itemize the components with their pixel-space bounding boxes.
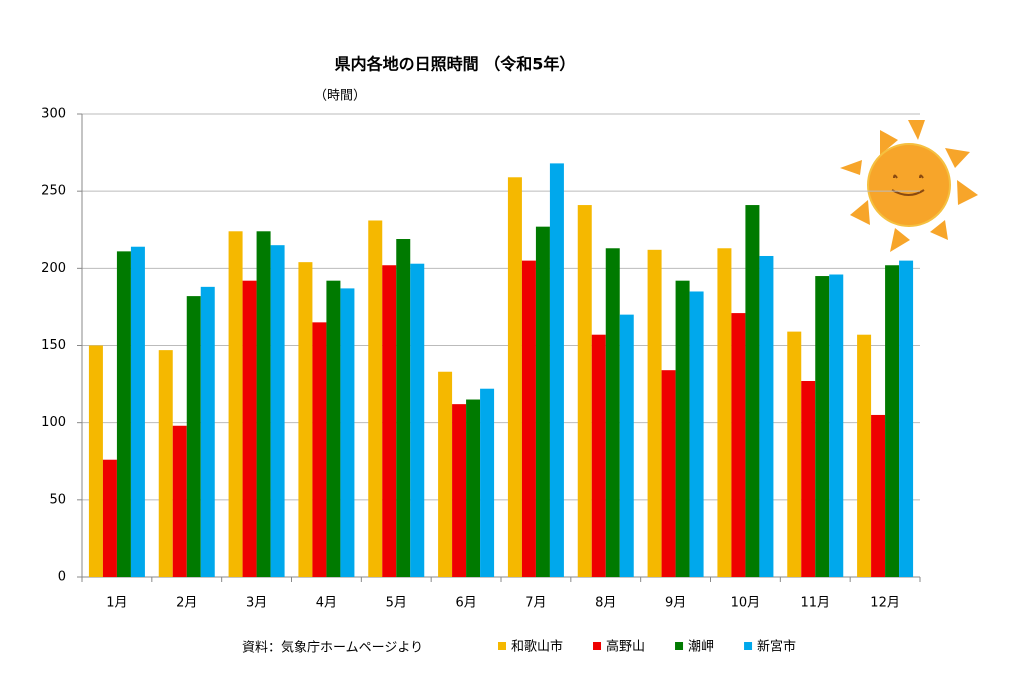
bar: [438, 371, 453, 577]
legend-label: 和歌山市: [511, 639, 563, 655]
bar: [787, 331, 802, 577]
y-tick-label: 0: [58, 570, 66, 585]
bar: [116, 251, 131, 577]
x-tick-label: 9月: [665, 596, 686, 611]
bar: [871, 414, 886, 577]
bar: [647, 249, 662, 577]
bar: [535, 226, 550, 577]
chart-title: 県内各地の日照時間 （令和5年）: [335, 55, 576, 74]
bar: [102, 459, 117, 577]
bar: [270, 245, 285, 577]
y-tick-label: 250: [41, 184, 66, 199]
bar: [717, 248, 732, 577]
bar: [410, 263, 425, 577]
x-tick-label: 8月: [595, 596, 616, 611]
x-tick-label: 4月: [316, 596, 337, 611]
bar: [186, 296, 201, 577]
bar: [480, 388, 495, 577]
bar: [88, 345, 103, 577]
x-tick-label: 1月: [106, 596, 127, 611]
bar: [382, 265, 397, 577]
x-tick-label: 5月: [386, 596, 407, 611]
bar: [242, 280, 257, 577]
source-note: 資料：気象庁ホームページより: [242, 640, 423, 656]
bar: [619, 314, 634, 577]
bar: [396, 239, 411, 577]
sun-illustration: [840, 120, 978, 252]
bar: [200, 286, 215, 577]
bar: [466, 399, 481, 577]
bar: [549, 163, 564, 578]
bar: [815, 276, 830, 577]
y-tick-label: 300: [41, 107, 66, 122]
bar: [577, 205, 592, 577]
bar: [857, 334, 872, 577]
bar: [731, 313, 746, 577]
bar: [885, 265, 900, 577]
bar: [256, 231, 271, 577]
x-tick-label: 10月: [731, 596, 761, 611]
y-tick-label: 200: [41, 261, 66, 276]
x-tick-label: 7月: [525, 596, 546, 611]
bar: [801, 380, 816, 577]
bar: [130, 246, 145, 577]
legend-label: 新宮市: [757, 639, 796, 655]
x-tick-label: 2月: [176, 596, 197, 611]
bar: [158, 350, 173, 577]
legend-swatch: [498, 642, 506, 650]
legend-label: 潮岬: [688, 640, 714, 655]
bar: [745, 205, 760, 577]
bar: [605, 248, 620, 577]
legend-swatch: [744, 642, 753, 650]
bar: [661, 370, 676, 577]
bar: [521, 260, 536, 577]
bar: [507, 177, 522, 577]
bar: [591, 334, 606, 577]
y-tick-label: 50: [49, 492, 66, 507]
x-tick-label: 3月: [246, 596, 267, 611]
x-tick-label: 11月: [800, 596, 830, 611]
legend-label: 高野山: [606, 639, 645, 655]
y-tick-label: 150: [41, 338, 66, 353]
bar: [899, 260, 914, 577]
bar: [829, 274, 844, 577]
bar: [312, 322, 327, 577]
bar: [675, 280, 690, 577]
legend-swatch: [593, 642, 602, 650]
bar: [326, 280, 341, 577]
bar: [228, 231, 243, 577]
legend-swatch: [675, 642, 684, 650]
bar: [172, 425, 187, 577]
bar: [368, 220, 383, 578]
x-tick-label: 12月: [870, 596, 900, 611]
bar: [689, 291, 704, 577]
bar: [452, 404, 467, 577]
x-tick-label: 6月: [455, 596, 476, 611]
y-tick-label: 100: [41, 415, 66, 430]
bar: [340, 288, 355, 577]
y-axis-label: （時間）: [314, 89, 366, 104]
bar: [759, 255, 774, 577]
bar: [298, 262, 313, 577]
